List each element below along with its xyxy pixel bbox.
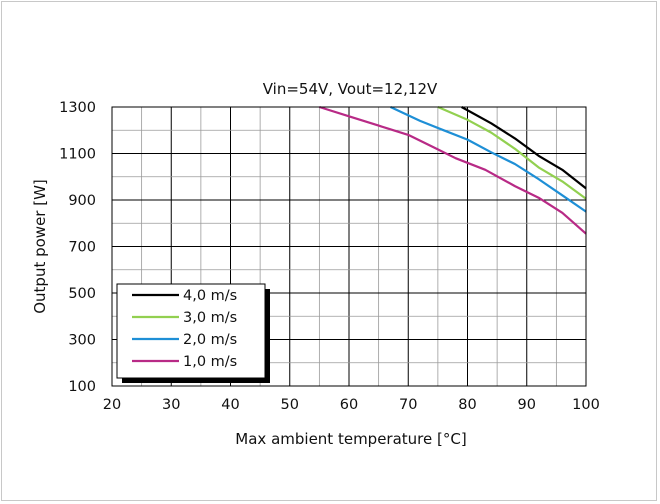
x-tick-label: 100 <box>572 397 600 413</box>
y-tick-label: 700 <box>68 240 96 256</box>
legend-label-0: 4,0 m/s <box>183 288 237 304</box>
legend-label-3: 1,0 m/s <box>183 354 237 370</box>
x-axis-label: Max ambient temperature [°C] <box>235 430 466 448</box>
series-line-0 <box>461 106 587 190</box>
y-axis-label: Output power [W] <box>31 179 49 314</box>
y-tick-label: 300 <box>68 333 96 349</box>
series-layer <box>319 105 587 235</box>
x-tick-label: 90 <box>518 397 536 413</box>
y-tick-label: 100 <box>68 379 96 395</box>
x-tick-label: 40 <box>221 397 239 413</box>
legend-label-1: 3,0 m/s <box>183 310 237 326</box>
x-tick-label: 80 <box>458 397 476 413</box>
plot-border <box>111 106 587 387</box>
legend-box <box>116 283 266 379</box>
x-tick-label: 70 <box>399 397 417 413</box>
series-line-3 <box>319 105 587 235</box>
x-tick-labels: 20 30 40 50 60 70 80 90 100 <box>103 397 600 413</box>
y-tick-label: 900 <box>68 193 96 209</box>
series-line-1 <box>437 105 587 200</box>
x-tick-label: 60 <box>340 397 358 413</box>
x-tick-label: 20 <box>103 397 121 413</box>
series-line-2 <box>390 106 587 213</box>
x-tick-label: 30 <box>162 397 180 413</box>
y-tick-label: 500 <box>68 286 96 302</box>
legend-label-2: 2,0 m/s <box>183 332 237 348</box>
y-tick-label: 1300 <box>59 100 96 116</box>
y-tick-label: 1100 <box>59 147 96 163</box>
x-tick-label: 50 <box>281 397 299 413</box>
legend: 4,0 m/s 3,0 m/s 2,0 m/s 1,0 m/s <box>116 283 270 383</box>
chart-title: Vin=54V, Vout=12,12V <box>263 80 438 98</box>
y-tick-labels: 100 300 500 700 900 1100 1300 <box>59 100 96 395</box>
